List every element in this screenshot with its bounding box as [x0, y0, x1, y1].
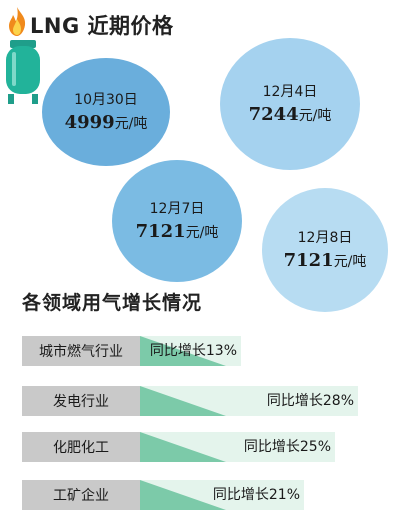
growth-bar: 同比增长13%	[140, 336, 241, 366]
sector-label: 化肥化工	[22, 432, 140, 462]
bubble-price: 4999元/吨	[64, 111, 148, 134]
growth-bar: 同比增长21%	[140, 480, 304, 510]
sector-label: 工矿企业	[22, 480, 140, 510]
price-bubble-dec8: 12月8日 7121元/吨	[262, 188, 388, 312]
flame-icon	[9, 7, 26, 36]
price-unit: 元/吨	[333, 253, 367, 270]
price-value: 4999	[64, 111, 115, 133]
bubble-date: 12月4日	[262, 83, 318, 100]
bubble-date: 10月30日	[74, 91, 138, 108]
growth-value-label: 同比增长21%	[212, 487, 300, 503]
price-bubble-dec4: 12月4日 7244元/吨	[220, 38, 360, 170]
growth-bar: 同比增长25%	[140, 432, 335, 462]
price-unit: 元/吨	[185, 224, 219, 241]
bar-triangle	[140, 336, 226, 366]
growth-bar: 同比增长28%	[140, 386, 358, 416]
price-bubble-oct30: 10月30日 4999元/吨	[42, 58, 170, 166]
bubble-date: 12月7日	[149, 200, 205, 217]
bar-triangle	[140, 480, 226, 510]
price-value: 7121	[283, 249, 334, 271]
price-bubble-dec7: 12月7日 7121元/吨	[112, 160, 242, 282]
price-unit: 元/吨	[114, 115, 148, 132]
price-value: 7121	[135, 220, 186, 242]
growth-value-label: 同比增长25%	[243, 439, 331, 455]
bar-triangle	[140, 386, 226, 416]
sector-label: 发电行业	[22, 386, 140, 416]
growth-value-label: 同比增长28%	[266, 393, 354, 409]
bubble-price: 7244元/吨	[248, 103, 332, 126]
lng-tank-icon	[6, 40, 40, 104]
price-value: 7244	[248, 103, 299, 125]
growth-value-label: 同比增长13%	[149, 343, 237, 359]
page-title: LNG 近期价格	[30, 14, 174, 38]
bar-triangle	[140, 432, 226, 462]
price-unit: 元/吨	[298, 107, 332, 124]
sector-label: 城市燃气行业	[22, 336, 140, 366]
bubble-date: 12月8日	[297, 229, 353, 246]
growth-section-title: 各领域用气增长情况	[22, 292, 203, 314]
bubble-price: 7121元/吨	[283, 249, 367, 272]
bubble-price: 7121元/吨	[135, 220, 219, 243]
